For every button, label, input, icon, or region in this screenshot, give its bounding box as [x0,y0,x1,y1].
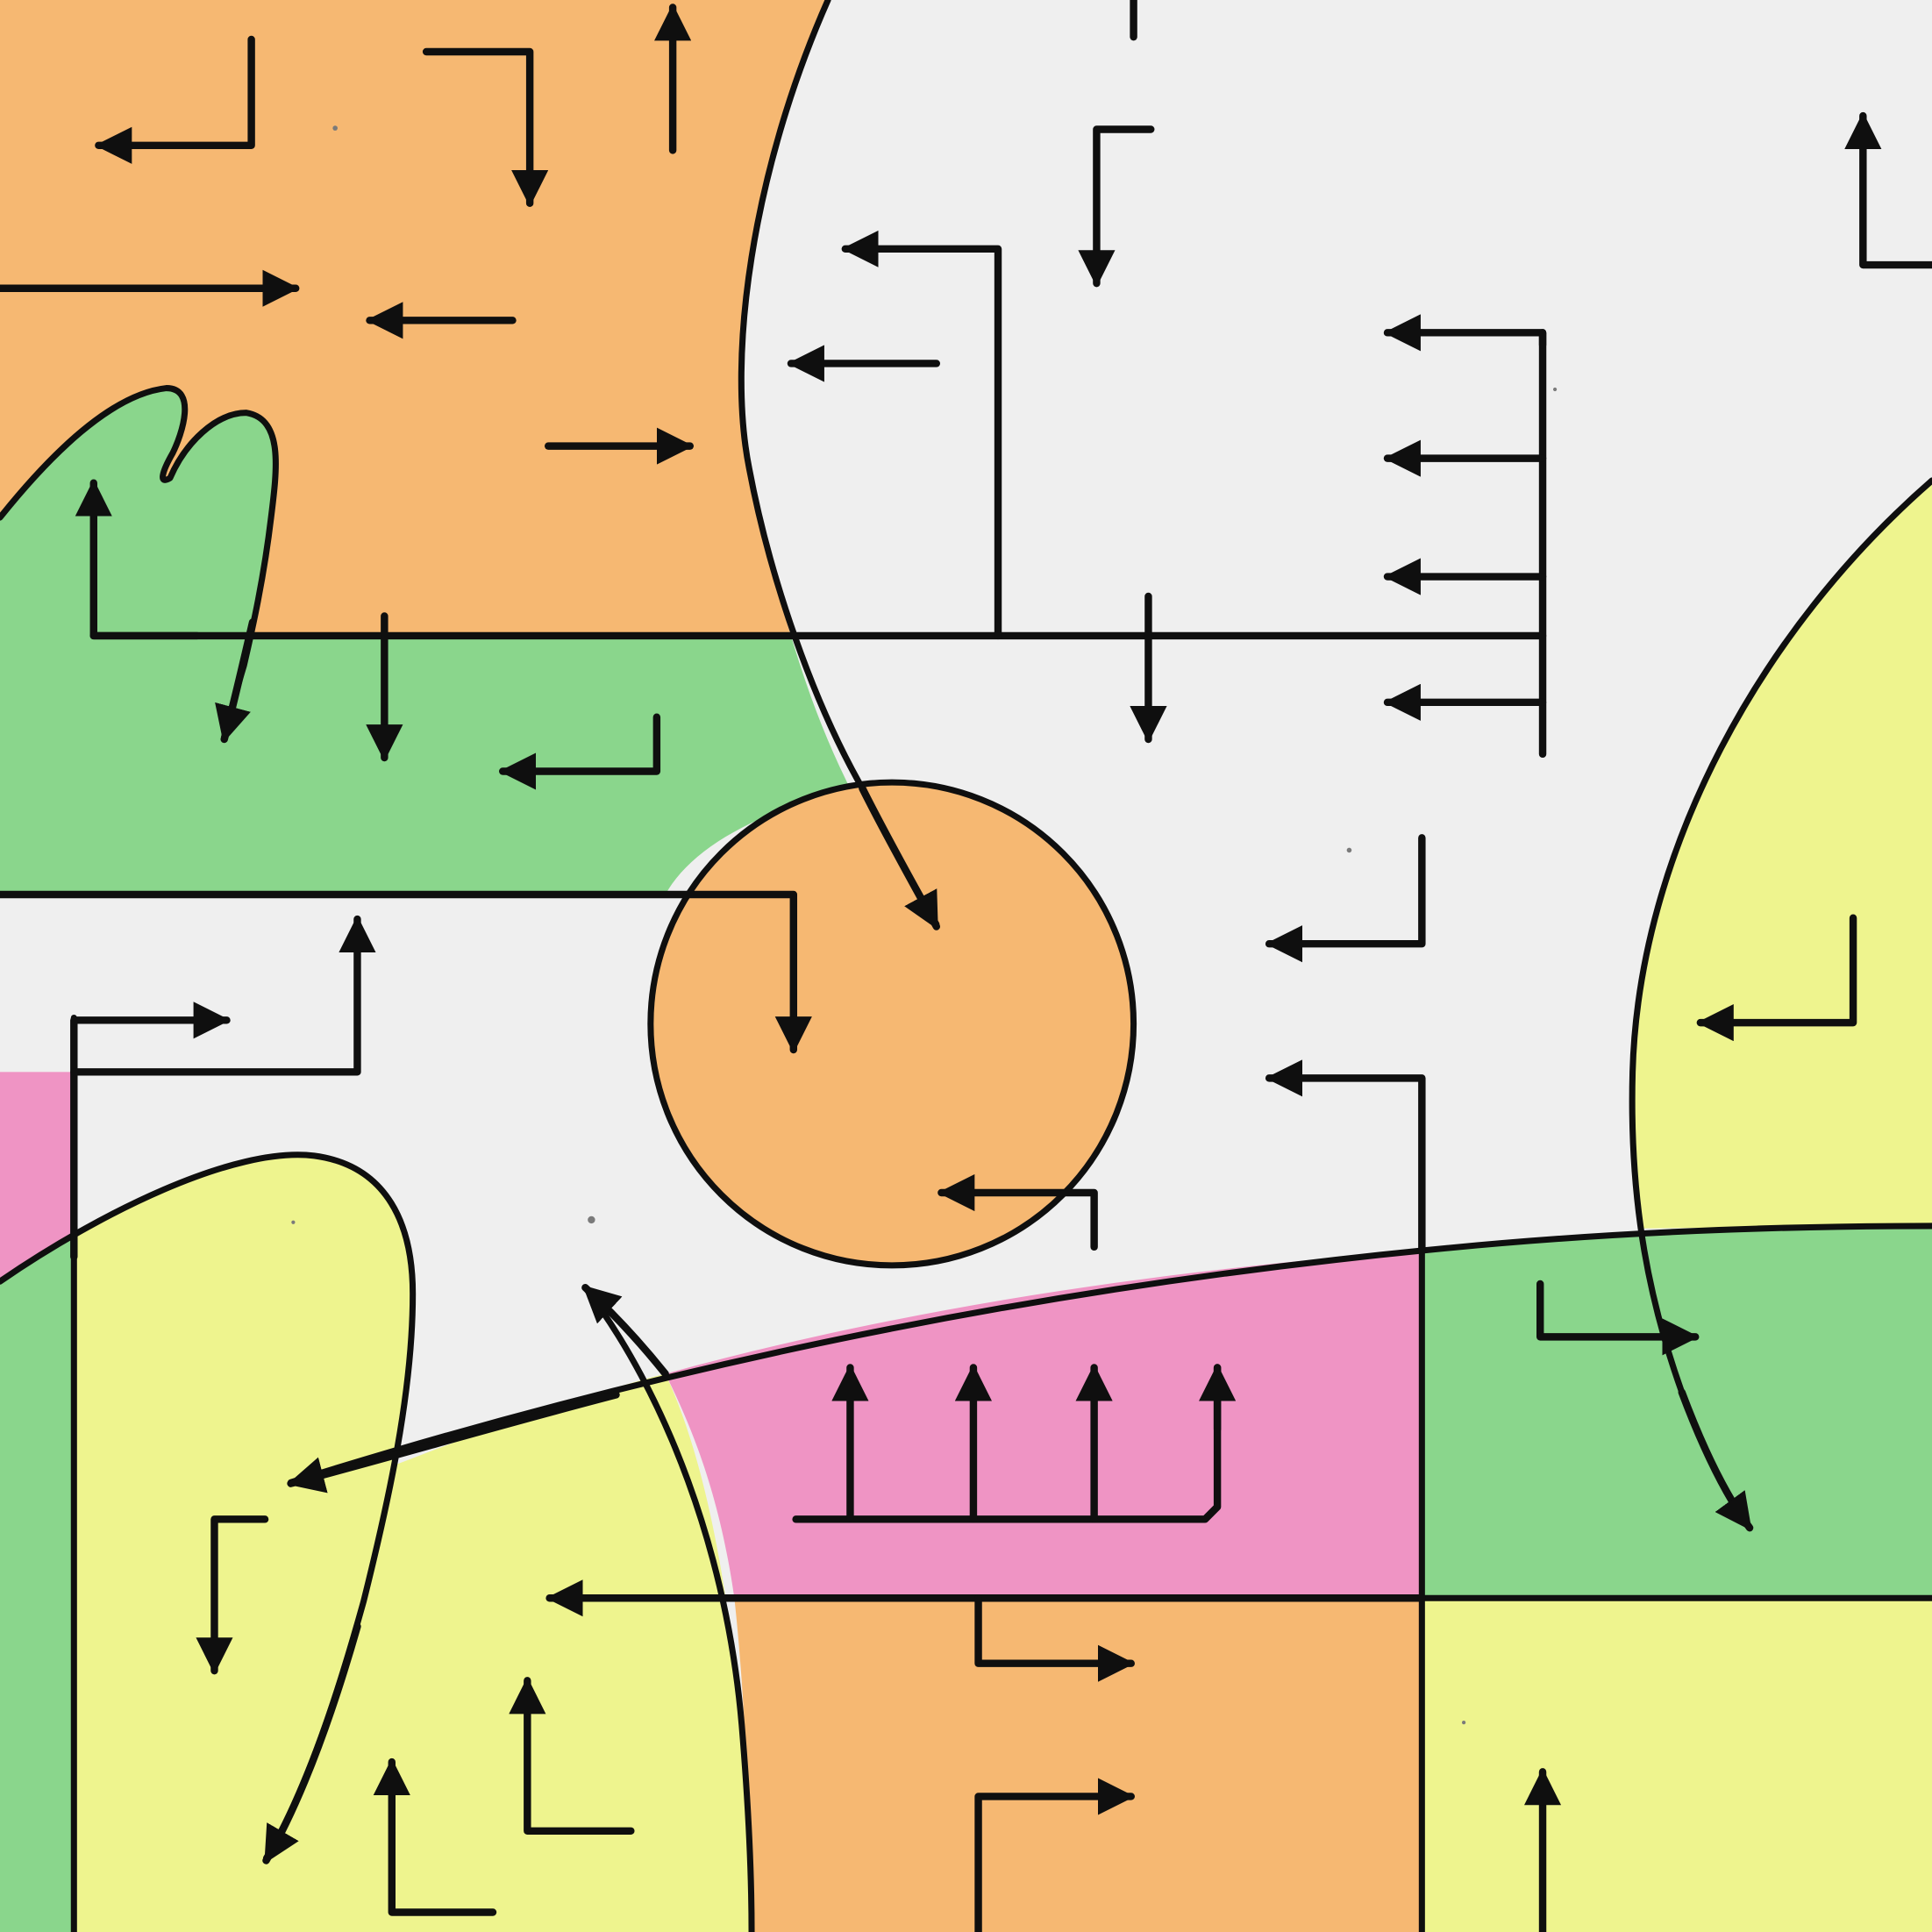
green-leaf-shape [0,388,276,666]
arrow-elbow-down-center [1078,125,1155,288]
green-strip-left-bottom [0,1234,75,1932]
arrow-blob-curve-down [262,1622,361,1864]
circle-outline [647,779,1137,1269]
arrow-elbow-right-left [70,1002,231,1261]
arrow-in-circle-left [937,1173,1098,1251]
arrow-elbow-down-yellow [196,1515,269,1675]
arrow-wave-left [287,1391,620,1494]
arrow-arc-into-circle [859,784,940,930]
arrow-elbow-left-mid [1265,834,1426,963]
lower-arc-outline [581,1284,755,1932]
arrow-elbow-left-lower [1265,1059,1426,1255]
orange-block-bottom [734,1598,1422,1932]
arrow-elbow-right-green [1536,1280,1700,1356]
yellow-blob-bottom-left [74,1155,752,1932]
yellow-dome-right [1631,480,1932,1229]
comb-arrow-1 [1383,314,1547,352]
pink-comb-base [792,1364,1222,1523]
arrow-arc-up-left [581,1283,669,1378]
arrow-elbow-right-orange-1 [974,1594,1135,1682]
arrow-elbow-down [422,47,549,208]
arrow-elbow-up-bottom-1 [509,1677,635,1836]
arrow-elbow-left-green [499,713,661,790]
arrow-branch-left-top [841,230,1002,640]
arrow-up-right-corner [1844,111,1932,269]
paper-texture-specks [291,125,1558,1725]
long-wave-outline [288,1223,1932,1486]
arrow-elbow-right-orange-2 [974,1778,1135,1932]
green-band-left [0,635,851,895]
arrow-long-elbow-down [0,890,812,1054]
arrow-elbow-up-left [70,915,376,1076]
arrow-dome-curve-down [1678,1388,1754,1532]
yellow-block-bottom-right [1422,1598,1932,1932]
arrow-elbow-up-bottom-2 [373,1757,497,1916]
green-band-right [1422,1225,1932,1599]
arrow-elbow-left-right-dome [1696,914,1857,1042]
arrow-elbow-left [95,35,255,164]
orange-circle-center [650,782,1134,1265]
